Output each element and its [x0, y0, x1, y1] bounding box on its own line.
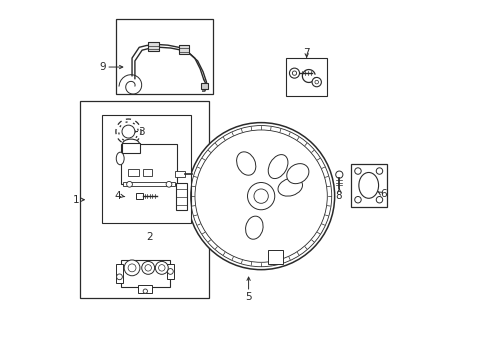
Circle shape — [143, 289, 147, 293]
Circle shape — [166, 181, 172, 187]
Text: 6: 6 — [380, 189, 387, 199]
Circle shape — [145, 265, 151, 271]
Circle shape — [168, 269, 173, 274]
Circle shape — [142, 261, 155, 274]
Bar — [128, 168, 139, 176]
Circle shape — [155, 261, 168, 274]
Ellipse shape — [287, 164, 309, 184]
Bar — [176, 183, 187, 210]
Text: 3: 3 — [138, 127, 145, 136]
Ellipse shape — [278, 178, 302, 196]
Circle shape — [128, 264, 136, 272]
Circle shape — [126, 181, 132, 187]
Circle shape — [312, 77, 321, 87]
Bar — [122, 260, 170, 287]
Bar — [122, 144, 177, 184]
Bar — [138, 285, 152, 293]
Bar — [123, 182, 175, 186]
Bar — [136, 193, 143, 199]
Text: 8: 8 — [336, 191, 343, 201]
Circle shape — [122, 125, 135, 138]
Bar — [351, 164, 387, 207]
Circle shape — [355, 168, 361, 174]
Bar — [116, 19, 213, 94]
Circle shape — [124, 260, 140, 276]
Bar — [268, 250, 283, 264]
Ellipse shape — [122, 139, 140, 149]
Ellipse shape — [245, 216, 263, 239]
Bar — [167, 264, 173, 279]
Bar — [286, 58, 327, 96]
Ellipse shape — [237, 152, 256, 175]
Bar — [148, 42, 159, 51]
Text: 4: 4 — [114, 191, 121, 201]
Circle shape — [159, 265, 165, 271]
Bar — [201, 83, 208, 89]
Text: 2: 2 — [147, 232, 153, 242]
Circle shape — [336, 171, 343, 178]
Bar — [116, 264, 123, 283]
Text: 9: 9 — [99, 62, 105, 72]
Text: 7: 7 — [303, 48, 310, 58]
Circle shape — [188, 123, 335, 270]
Circle shape — [376, 197, 383, 203]
Circle shape — [315, 80, 318, 84]
Text: 5: 5 — [245, 292, 252, 302]
Ellipse shape — [116, 152, 124, 165]
Ellipse shape — [359, 172, 379, 198]
Circle shape — [117, 274, 122, 280]
Bar — [179, 45, 190, 54]
Bar — [80, 101, 209, 298]
Ellipse shape — [268, 154, 288, 179]
Bar — [101, 116, 191, 223]
Circle shape — [247, 183, 275, 210]
Circle shape — [355, 197, 361, 203]
Bar — [122, 143, 140, 153]
Circle shape — [293, 71, 296, 75]
Circle shape — [254, 189, 269, 203]
Bar — [143, 168, 152, 176]
Circle shape — [376, 168, 383, 174]
Text: 1: 1 — [73, 195, 79, 205]
Circle shape — [290, 68, 299, 78]
Bar — [175, 171, 185, 177]
